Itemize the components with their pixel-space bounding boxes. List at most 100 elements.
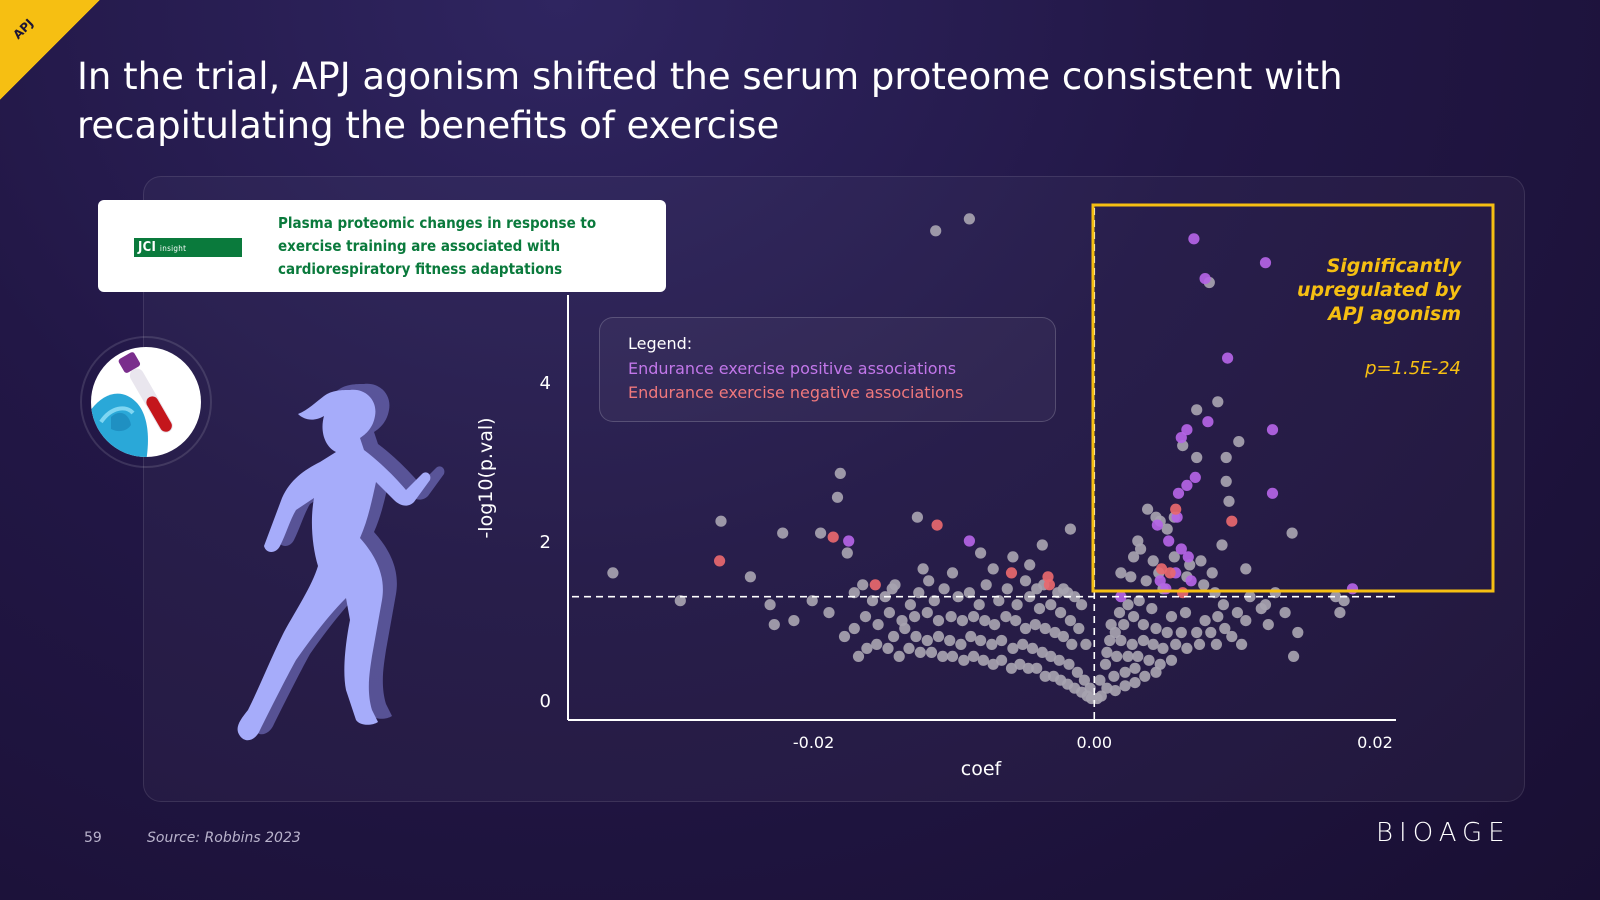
data-point-other [993,595,1005,607]
data-point-positive [1189,471,1201,483]
data-point-other [975,547,987,559]
data-point-other [1255,603,1267,615]
data-point-negative [1043,579,1055,591]
data-point-other [1143,654,1155,666]
data-point-other [1157,642,1169,655]
data-point-other [1191,404,1203,416]
data-point-positive [1202,416,1214,428]
journal-paper-title: Plasma proteomic changes in response to … [278,214,597,278]
data-point-other [925,646,938,659]
data-point-other [1219,622,1231,635]
data-point-positive [843,535,855,547]
data-point-other [1262,619,1274,631]
data-point-other [1053,654,1065,666]
data-point-other [945,611,957,623]
data-point-other [1126,638,1138,651]
data-point-other [1122,650,1134,663]
data-point-other [1039,622,1051,635]
data-point-other [848,587,860,599]
data-point-other [1101,682,1113,694]
data-point-other [944,634,956,647]
data-point-other [1049,626,1061,639]
data-point-other [1240,563,1252,575]
data-point-other [607,567,619,579]
data-point-positive [1185,575,1197,587]
bioage-logo: BIOAGE [1376,818,1511,848]
data-point-other [938,583,950,595]
data-point-other [917,563,929,575]
legend-negative-entry: Endurance exercise negative associations [628,383,964,402]
data-point-other [1039,670,1051,682]
data-point-negative [931,519,943,531]
data-point-other [1113,607,1126,619]
data-point-other [1017,638,1029,651]
data-point-other [848,622,860,635]
data-point-other [871,638,883,651]
data-point-other [1231,607,1243,619]
data-point-other [806,595,818,607]
data-point-positive [1154,575,1166,587]
data-point-other [1064,615,1076,627]
data-point-other [1193,638,1206,651]
data-point-other [1199,615,1211,627]
data-point-other [1048,670,1060,682]
jci-logo-main: JCI [138,240,157,255]
data-point-other [882,642,894,655]
data-point-other [1062,587,1074,599]
data-point-other [768,619,780,631]
data-point-other [1005,662,1018,674]
annotation-line-1: Significantly [1327,255,1463,277]
data-point-other [896,615,908,627]
data-point-other [1170,638,1182,651]
data-point-other [946,650,959,663]
data-point-other [1168,551,1180,563]
data-point-other [1140,575,1152,587]
data-point-negative [1156,563,1168,575]
data-point-positive [1266,487,1279,499]
data-point-other [1066,638,1078,651]
data-point-other [764,599,776,611]
journal-reference-card: JCI insight Plasma proteomic changes in … [98,200,666,292]
data-point-other [823,607,835,619]
data-point-other [1118,619,1130,631]
legend-positive-entry: Endurance exercise positive associations [628,359,957,378]
data-point-other [1146,603,1158,615]
data-point-other [1094,674,1106,686]
data-point-other [1031,662,1043,674]
data-point-other [861,642,873,655]
data-point-other [1165,611,1178,623]
data-point-other [777,527,789,539]
data-point-other [1036,646,1048,659]
data-point-other [1115,567,1127,579]
data-point-other [987,658,999,670]
data-point-other [1115,634,1127,647]
data-point-other [1288,650,1300,663]
y-tick-label: 2 [540,532,551,553]
data-point-other [1137,619,1149,631]
upregulated-region-box [1091,203,1495,593]
data-point-negative [714,555,726,567]
data-point-other [674,595,686,607]
data-point-other [1001,583,1013,595]
data-point-other [1052,587,1064,599]
data-point-other [1165,654,1178,666]
x-axis-label: coef [961,758,1003,780]
data-point-other [1076,599,1088,611]
data-point-other [1286,527,1298,539]
data-points [607,213,1359,705]
data-point-other [834,467,846,479]
data-point-other [886,583,898,595]
data-point-other [1191,626,1203,639]
data-point-other [1045,650,1057,663]
data-point-other [1226,630,1238,643]
data-point-other [996,654,1008,666]
x-tick-label: -0.02 [793,733,834,752]
data-point-other [996,634,1008,647]
data-point-positive [1181,479,1193,491]
data-point-positive [1115,591,1127,603]
data-point-other [975,634,987,647]
data-point-other [1084,682,1096,694]
data-point-other [973,599,985,611]
data-point-other [932,615,945,627]
